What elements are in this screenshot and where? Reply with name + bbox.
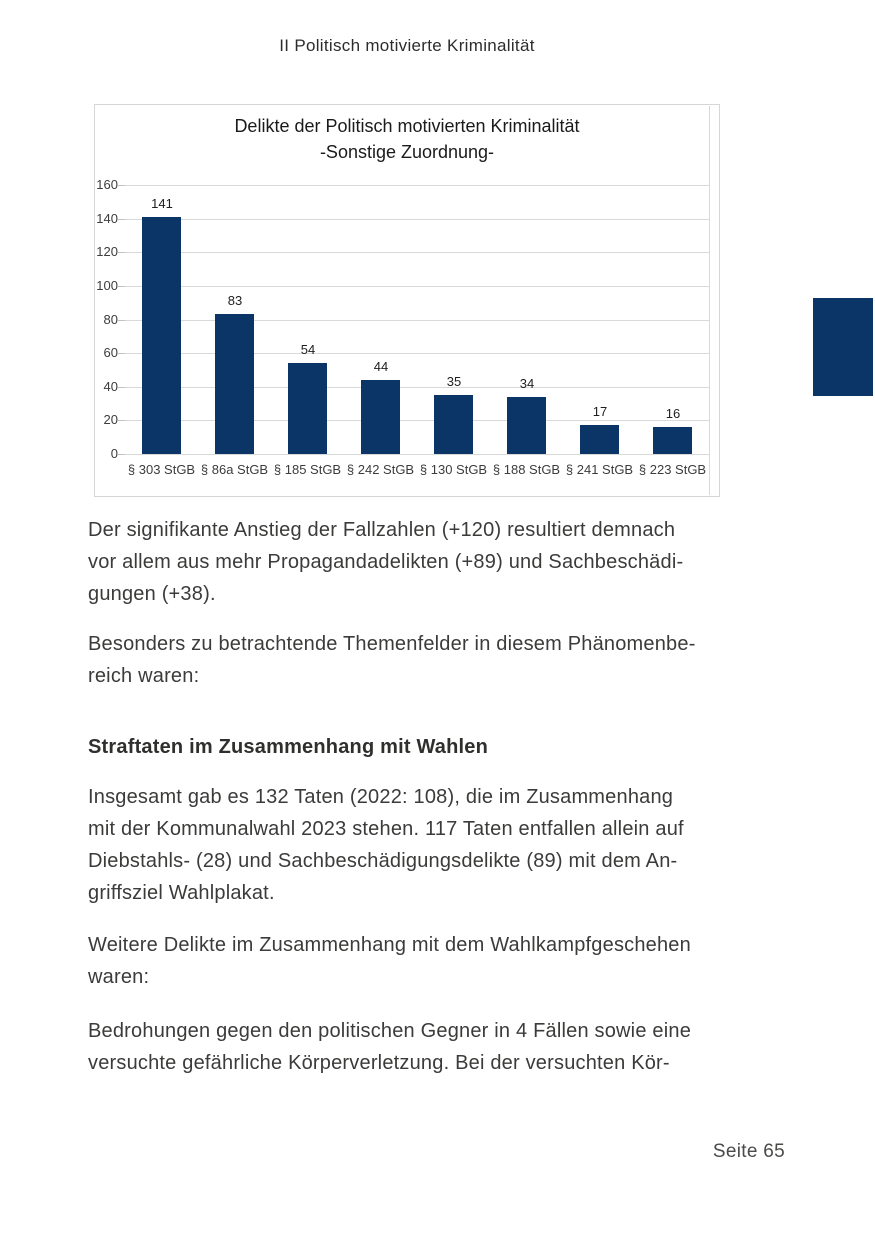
page-number: Seite 65 xyxy=(712,1141,785,1162)
paragraph-fallzahlen: Der signifikante Anstieg der Fallzahlen … xyxy=(88,519,684,605)
y-axis-tick-label: 20 xyxy=(103,412,118,427)
chart-plot-area: 0 20 40 60 80 100 120 140 160 141 § 303 StGB 83 § 86… xyxy=(95,105,719,496)
bar xyxy=(215,314,254,454)
y-axis-tick-label: 140 xyxy=(96,211,118,226)
paragraph-kommunalwahl: Insgesamt gab es 132 Taten (2022: 108), … xyxy=(88,786,684,904)
bar xyxy=(580,425,619,454)
paragraph-bedrohungen: Bedrohungen gegen den politischen Gegner… xyxy=(88,1020,692,1074)
gridline xyxy=(125,219,709,220)
y-axis-tick-label: 120 xyxy=(96,244,118,259)
bar xyxy=(507,397,546,454)
y-axis-tick xyxy=(118,353,125,354)
y-axis-tick xyxy=(118,252,125,253)
x-axis-tick-label: § 223 StGB xyxy=(638,462,707,477)
y-axis-tick-label: 0 xyxy=(110,446,118,461)
section-heading-wahlen: Straftaten im Zusammenhang mit Wahlen xyxy=(88,736,489,758)
x-axis-tick-label: § 241 StGB xyxy=(565,462,634,477)
x-axis-tick-label: § 303 StGB xyxy=(127,462,196,477)
y-axis-tick-label: 60 xyxy=(103,345,118,360)
bar xyxy=(434,395,473,454)
page-edge-tab xyxy=(813,298,873,396)
y-axis-tick xyxy=(118,185,125,186)
y-axis-tick xyxy=(118,320,125,321)
y-axis-tick xyxy=(118,286,125,287)
bar xyxy=(361,380,400,454)
x-axis-tick-label: § 185 StGB xyxy=(273,462,342,477)
y-axis-tick-label: 160 xyxy=(96,177,118,192)
chart-title-line1: Delikte der Politisch motivierten Krimin… xyxy=(234,116,580,136)
x-axis-tick-label: § 86a StGB xyxy=(200,462,269,477)
chart: Delikte der Politisch motivierten Krimin… xyxy=(94,104,720,497)
paragraph-themenfelder: Besonders zu betrachtende Themenfelder i… xyxy=(88,633,696,687)
bar-value-label: 44 xyxy=(373,359,389,374)
gridline xyxy=(125,252,709,253)
y-axis-tick-label: 80 xyxy=(103,312,118,327)
gridline xyxy=(125,420,709,421)
chart-title: Delikte der Politisch motivierten Krimin… xyxy=(95,113,719,165)
gridline xyxy=(125,454,709,455)
y-axis-tick xyxy=(118,454,125,455)
x-axis-tick-label: § 188 StGB xyxy=(492,462,561,477)
bar-value-label: 34 xyxy=(519,376,535,391)
y-axis-tick xyxy=(118,387,125,388)
y-axis-tick-label: 100 xyxy=(96,278,118,293)
y-axis-tick xyxy=(118,219,125,220)
x-axis-tick-label: § 242 StGB xyxy=(346,462,415,477)
bar xyxy=(142,217,181,454)
y-axis-tick-label: 40 xyxy=(103,379,118,394)
y-axis-tick xyxy=(118,420,125,421)
bar-value-label: 54 xyxy=(300,342,316,357)
plot-area-right-border xyxy=(709,106,710,495)
gridline xyxy=(125,185,709,186)
bar-value-label: 141 xyxy=(151,196,173,211)
bar xyxy=(288,363,327,454)
bar xyxy=(653,427,692,454)
gridline xyxy=(125,353,709,354)
x-axis-tick-label: § 130 StGB xyxy=(419,462,488,477)
page-header: II Politisch motivierte Kriminalität xyxy=(279,36,535,55)
chart-title-line2: -Sonstige Zuordnung- xyxy=(319,142,495,162)
bar-value-label: 83 xyxy=(227,293,243,308)
bar-value-label: 35 xyxy=(446,374,462,389)
paragraph-weitere-delikte: Weitere Delikte im Zusammenhang mit dem … xyxy=(88,934,691,988)
gridline xyxy=(125,387,709,388)
bar-value-label: 17 xyxy=(592,404,608,419)
gridline xyxy=(125,286,709,287)
gridline xyxy=(125,320,709,321)
bar-value-label: 16 xyxy=(665,406,681,421)
